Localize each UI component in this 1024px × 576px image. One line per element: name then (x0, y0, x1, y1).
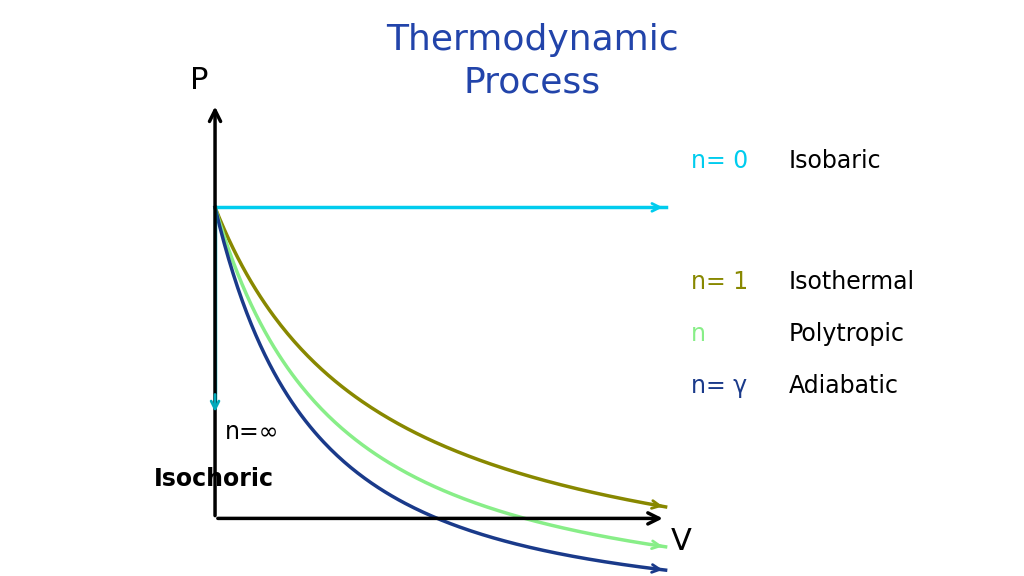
Text: Isochoric: Isochoric (154, 467, 273, 491)
Text: n= 0: n= 0 (691, 149, 749, 173)
Text: P: P (190, 66, 209, 95)
Text: Polytropic: Polytropic (788, 322, 904, 346)
Text: n= γ: n= γ (691, 374, 748, 398)
Text: Isobaric: Isobaric (788, 149, 881, 173)
Text: Isothermal: Isothermal (788, 270, 914, 294)
Text: Thermodynamic
Process: Thermodynamic Process (386, 23, 679, 99)
Text: n= 1: n= 1 (691, 270, 749, 294)
Text: V: V (671, 527, 691, 556)
Text: n=∞: n=∞ (225, 420, 280, 445)
Text: n: n (691, 322, 707, 346)
Text: Adiabatic: Adiabatic (788, 374, 898, 398)
